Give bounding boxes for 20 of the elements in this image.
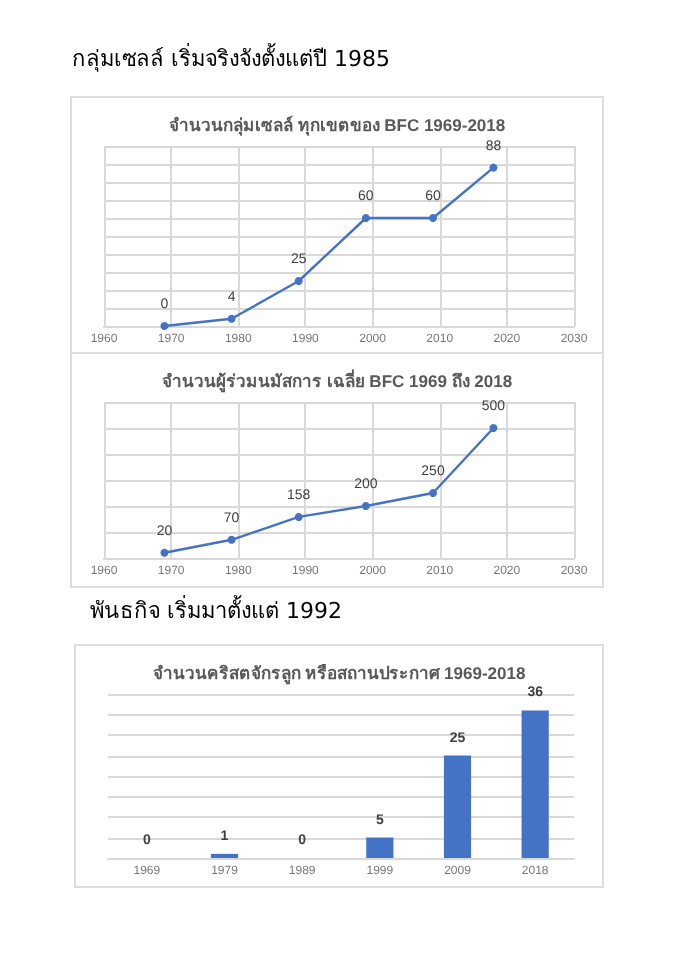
chart-title: จำนวนผู้ร่วมนมัสการ เฉลี่ย BFC 1969 ถึง 2018 — [161, 367, 513, 393]
point — [227, 535, 236, 544]
text: พันธกิจ เริ่มมาตั้งแต่ 1992 — [90, 593, 342, 628]
bar — [366, 837, 394, 858]
point — [489, 424, 498, 432]
point — [429, 214, 437, 222]
point — [489, 163, 498, 172]
point — [361, 214, 370, 222]
text: กลุ่มเซลล์ เริ่มจริงจังตั้งแต่ปี 1985 — [72, 41, 390, 76]
bar — [443, 755, 472, 858]
bar — [521, 710, 549, 858]
point — [361, 502, 370, 510]
point — [160, 322, 169, 330]
point — [160, 548, 169, 557]
point — [294, 512, 303, 521]
point — [227, 314, 236, 323]
point — [294, 277, 303, 285]
chart-title: จำนวนคริสตจักรลูก หรือสถานประกาศ 1969-2018 — [152, 663, 526, 685]
point — [429, 489, 437, 497]
chart-title: จำนวนกลุ่มเซลล์ ทุกเขตของ BFC 1969-2018 — [168, 115, 506, 137]
